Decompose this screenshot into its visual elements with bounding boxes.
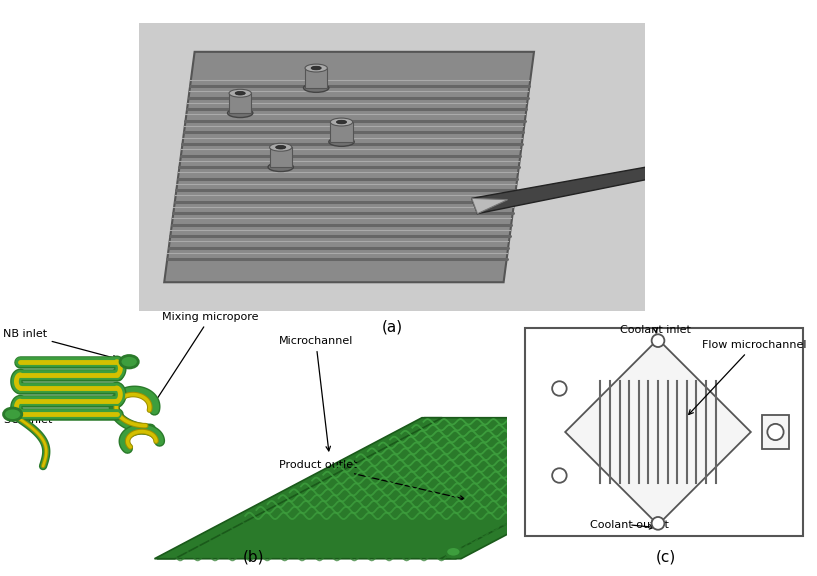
Bar [270, 147, 292, 167]
Ellipse shape [330, 118, 353, 126]
Text: NB inlet: NB inlet [2, 329, 118, 360]
Circle shape [552, 381, 567, 396]
Text: Coolant inlet: Coolant inlet [620, 325, 691, 335]
Ellipse shape [329, 137, 355, 146]
Polygon shape [154, 418, 442, 559]
Polygon shape [471, 159, 697, 214]
Ellipse shape [229, 89, 252, 97]
Circle shape [767, 424, 784, 440]
Text: Microchannel: Microchannel [279, 336, 353, 451]
Polygon shape [565, 339, 751, 525]
Text: (b): (b) [243, 550, 264, 564]
Bar [229, 93, 252, 113]
Circle shape [120, 355, 138, 368]
Polygon shape [693, 155, 717, 169]
Ellipse shape [311, 66, 321, 70]
Text: (a): (a) [382, 320, 403, 335]
Text: (c): (c) [656, 550, 676, 564]
Bar [330, 122, 353, 142]
Text: Coolant outlet: Coolant outlet [590, 520, 668, 530]
Bar [305, 68, 328, 88]
Polygon shape [157, 418, 723, 559]
Polygon shape [440, 418, 729, 559]
Ellipse shape [270, 143, 292, 151]
Ellipse shape [235, 92, 245, 95]
Ellipse shape [304, 84, 329, 92]
Text: Flow microchannel: Flow microchannel [689, 340, 806, 415]
Text: Product outlet: Product outlet [279, 460, 465, 500]
Circle shape [552, 468, 567, 483]
Ellipse shape [227, 108, 253, 118]
Circle shape [3, 408, 22, 420]
Text: SO$_3$ inlet: SO$_3$ inlet [2, 413, 53, 427]
Bar [762, 415, 788, 449]
Polygon shape [471, 198, 507, 214]
Ellipse shape [337, 120, 346, 124]
Circle shape [652, 517, 664, 530]
Ellipse shape [268, 162, 293, 172]
Circle shape [652, 334, 664, 347]
Ellipse shape [275, 146, 286, 149]
Text: Mixing micropore: Mixing micropore [154, 312, 259, 403]
Polygon shape [164, 52, 534, 282]
Circle shape [446, 547, 461, 557]
Ellipse shape [305, 64, 328, 72]
